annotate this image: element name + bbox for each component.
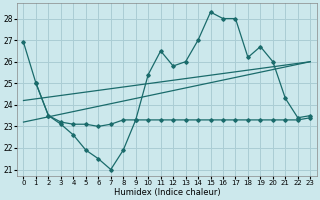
- X-axis label: Humidex (Indice chaleur): Humidex (Indice chaleur): [114, 188, 220, 197]
